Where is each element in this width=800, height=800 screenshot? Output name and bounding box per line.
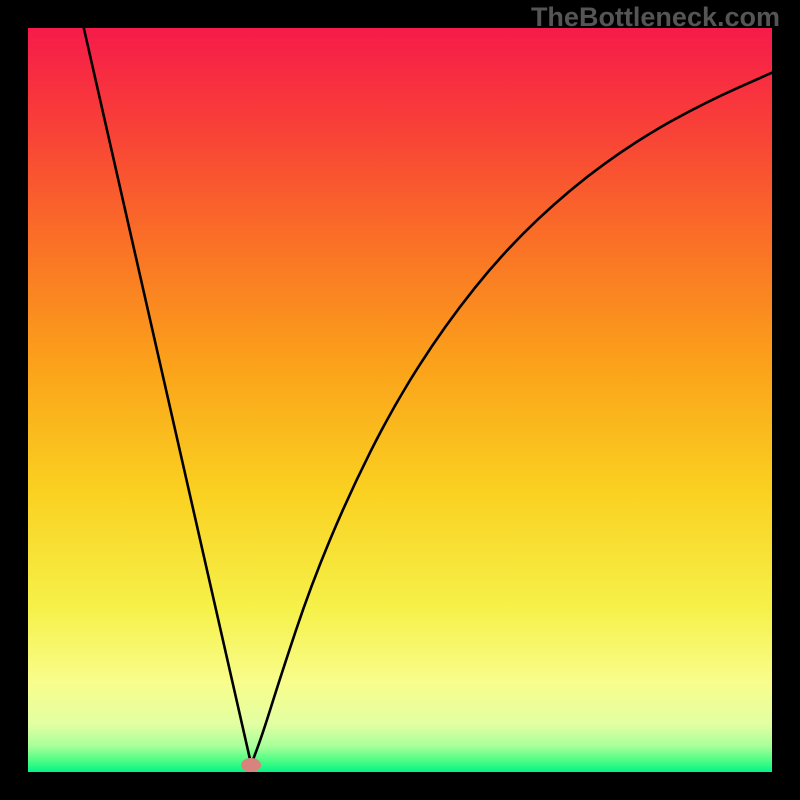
watermark-text: TheBottleneck.com	[531, 2, 780, 33]
root-container: TheBottleneck.com	[0, 0, 800, 800]
minimum-marker	[241, 758, 261, 772]
plot-area	[28, 28, 772, 772]
